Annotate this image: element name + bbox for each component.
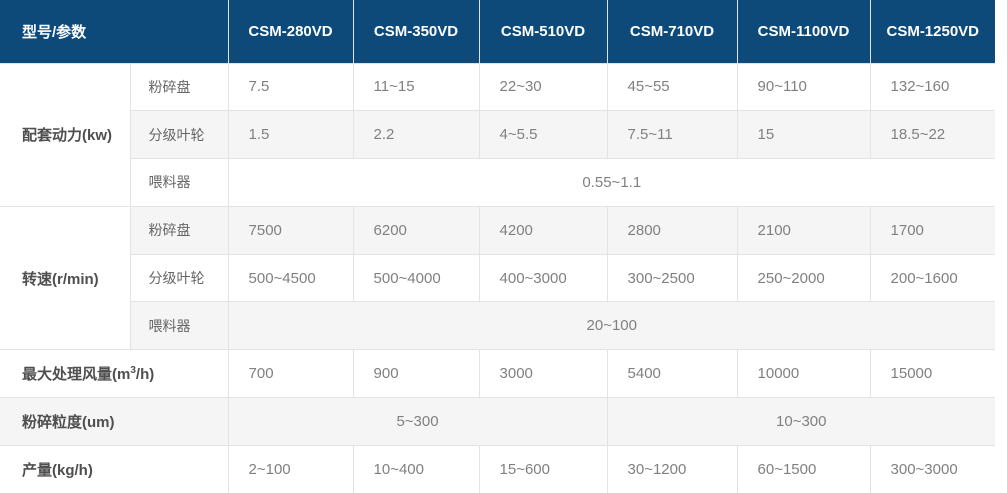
value-cell-span-left: 5~300 bbox=[227, 397, 608, 446]
value-cell: 2800 bbox=[606, 205, 738, 255]
speed-group-label: 转速(r/min) bbox=[0, 205, 131, 351]
value-cell: 90~110 bbox=[736, 62, 871, 112]
value-cell: 30~1200 bbox=[606, 444, 738, 493]
value-cell: 60~1500 bbox=[736, 444, 871, 493]
model-header-csm-1100vd: CSM-1100VD bbox=[736, 0, 871, 64]
particle-size-label: 粉碎粒度(um) bbox=[0, 397, 229, 446]
sub-label-crushing-disc: 粉碎盘 bbox=[129, 62, 229, 112]
speed-feeder-row: 喂料器 20~100 bbox=[0, 301, 996, 351]
value-cell: 15 bbox=[736, 110, 871, 160]
value-cell: 700 bbox=[227, 349, 354, 399]
model-header-csm-1250vd: CSM-1250VD bbox=[869, 0, 996, 64]
value-cell: 10000 bbox=[736, 349, 871, 399]
sub-label-feeder: 喂料器 bbox=[129, 158, 229, 207]
airflow-label-suffix: /h) bbox=[135, 366, 155, 384]
value-cell: 300~2500 bbox=[606, 253, 738, 303]
value-cell: 500~4500 bbox=[227, 253, 354, 303]
model-header-csm-510vd: CSM-510VD bbox=[478, 0, 608, 64]
sub-label-crushing-disc: 粉碎盘 bbox=[129, 205, 229, 255]
sub-label-classifier-wheel: 分级叶轮 bbox=[129, 253, 229, 303]
value-cell: 4200 bbox=[478, 205, 608, 255]
value-cell: 5400 bbox=[606, 349, 738, 399]
value-cell: 132~160 bbox=[869, 62, 996, 112]
value-cell: 3000 bbox=[478, 349, 608, 399]
value-cell-span: 0.55~1.1 bbox=[227, 158, 996, 207]
airflow-label: 最大处理风量(m3/h) bbox=[0, 349, 229, 399]
sub-label-feeder: 喂料器 bbox=[129, 301, 229, 351]
power-feeder-row: 喂料器 0.55~1.1 bbox=[0, 158, 996, 207]
airflow-row: 最大处理风量(m3/h) 700 900 3000 5400 10000 150… bbox=[0, 349, 996, 399]
param-header-cell: 型号/参数 bbox=[0, 0, 229, 64]
value-cell: 10~400 bbox=[352, 444, 480, 493]
value-cell: 200~1600 bbox=[869, 253, 996, 303]
particle-size-row: 粉碎粒度(um) 5~300 10~300 bbox=[0, 397, 996, 446]
power-crushing-disc-row: 配套动力(kw) 粉碎盘 7.5 11~15 22~30 45~55 90~11… bbox=[0, 62, 996, 207]
value-cell: 1700 bbox=[869, 205, 996, 255]
airflow-label-superscript: 3 bbox=[130, 365, 136, 377]
value-cell-span-right: 10~300 bbox=[606, 397, 996, 446]
sub-label-classifier-wheel: 分级叶轮 bbox=[129, 110, 229, 160]
value-cell: 7500 bbox=[227, 205, 354, 255]
value-cell: 4~5.5 bbox=[478, 110, 608, 160]
value-cell: 15000 bbox=[869, 349, 996, 399]
value-cell: 250~2000 bbox=[736, 253, 871, 303]
header-row: 型号/参数 CSM-280VD CSM-350VD CSM-510VD CSM-… bbox=[0, 0, 996, 64]
value-cell: 400~3000 bbox=[478, 253, 608, 303]
value-cell-span: 20~100 bbox=[227, 301, 996, 351]
value-cell: 2100 bbox=[736, 205, 871, 255]
value-cell: 15~600 bbox=[478, 444, 608, 493]
model-header-csm-280vd: CSM-280VD bbox=[227, 0, 354, 64]
value-cell: 45~55 bbox=[606, 62, 738, 112]
value-cell: 6200 bbox=[352, 205, 480, 255]
value-cell: 7.5~11 bbox=[606, 110, 738, 160]
output-row: 产量(kg/h) 2~100 10~400 15~600 30~1200 60~… bbox=[0, 444, 996, 493]
value-cell: 18.5~22 bbox=[869, 110, 996, 160]
value-cell: 22~30 bbox=[478, 62, 608, 112]
speed-crushing-disc-row: 转速(r/min) 粉碎盘 7500 6200 4200 2800 2100 1… bbox=[0, 205, 996, 351]
value-cell: 11~15 bbox=[352, 62, 480, 112]
value-cell: 1.5 bbox=[227, 110, 354, 160]
model-header-csm-350vd: CSM-350VD bbox=[352, 0, 480, 64]
airflow-label-prefix: 最大处理风量(m bbox=[22, 366, 131, 384]
model-header-csm-710vd: CSM-710VD bbox=[606, 0, 738, 64]
power-group-label: 配套动力(kw) bbox=[0, 62, 131, 207]
value-cell: 300~3000 bbox=[869, 444, 996, 493]
value-cell: 500~4000 bbox=[352, 253, 480, 303]
value-cell: 7.5 bbox=[227, 62, 354, 112]
value-cell: 2~100 bbox=[227, 444, 354, 493]
value-cell: 900 bbox=[352, 349, 480, 399]
value-cell: 2.2 bbox=[352, 110, 480, 160]
speed-classifier-wheel-row: 分级叶轮 500~4500 500~4000 400~3000 300~2500… bbox=[0, 253, 996, 303]
output-label: 产量(kg/h) bbox=[0, 444, 229, 493]
power-classifier-wheel-row: 分级叶轮 1.5 2.2 4~5.5 7.5~11 15 18.5~22 bbox=[0, 110, 996, 160]
